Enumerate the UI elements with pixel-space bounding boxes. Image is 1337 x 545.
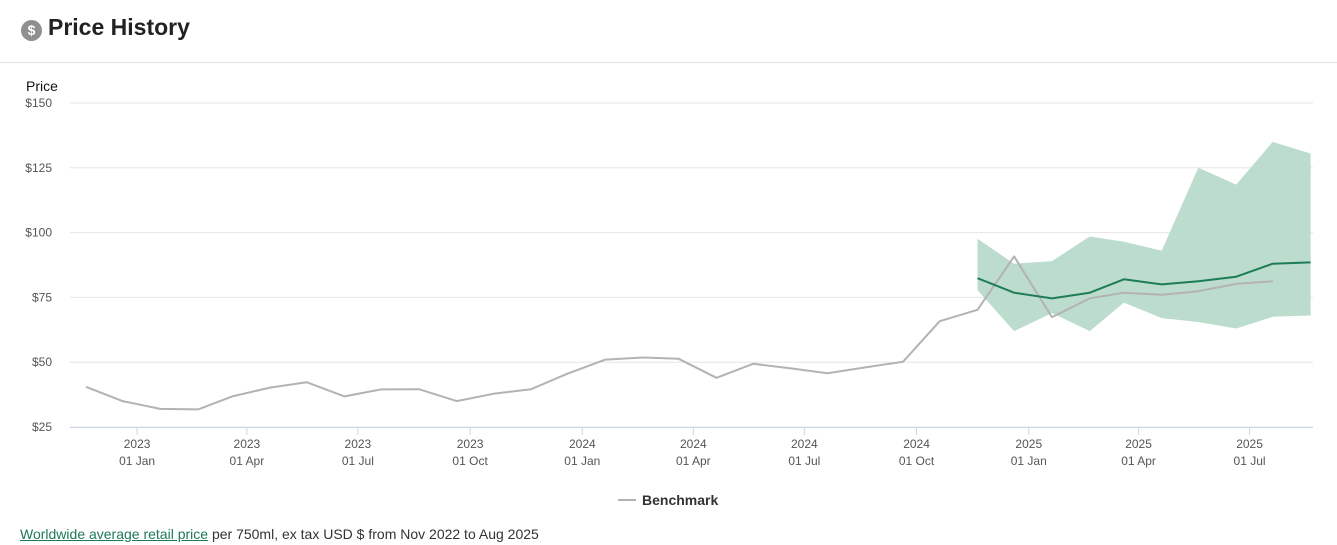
y-axis: $25 $50 $75 $100 $125 $150: [25, 96, 52, 434]
y-tick-label: $25: [32, 420, 52, 434]
legend-benchmark-swatch: [618, 499, 636, 501]
x-tick-year: 2023: [124, 437, 151, 451]
series-lines: [85, 255, 1311, 411]
chart-footnote: Worldwide average retail price per 750ml…: [20, 526, 539, 542]
x-tick-year: 2024: [903, 437, 930, 451]
price-range-area: [977, 141, 1311, 332]
x-tick-label: 01 Apr: [230, 454, 265, 468]
x-tick-label: 01 Jul: [1234, 454, 1266, 468]
page-title: Price History: [48, 14, 190, 40]
x-tick-label: 01 Jan: [564, 454, 600, 468]
y-tick-label: $100: [25, 226, 52, 240]
x-tick-year: 2023: [457, 437, 484, 451]
y-tick-label: $75: [32, 290, 52, 304]
y-tick-label: $50: [32, 355, 52, 369]
x-tick-year: 2025: [1015, 437, 1042, 451]
legend[interactable]: Benchmark: [618, 492, 718, 508]
x-tick-label: 01 Apr: [676, 454, 711, 468]
x-tick-label: 01 Apr: [1121, 454, 1156, 468]
x-tick-year: 2024: [791, 437, 818, 451]
retail-price-link[interactable]: Worldwide average retail price: [20, 526, 209, 542]
y-tick-label: $125: [25, 161, 52, 175]
product-price-line: [977, 261, 1311, 300]
price-range-band: [977, 141, 1311, 332]
x-tick-label: 01 Jan: [119, 454, 155, 468]
y-axis-title: Price: [26, 78, 58, 94]
x-tick-year: 2025: [1125, 437, 1152, 451]
dollar-icon: $: [21, 20, 42, 41]
x-tick-label: 01 Jul: [342, 454, 374, 468]
y-tick-label: $150: [25, 96, 52, 110]
x-tick-year: 2023: [345, 437, 372, 451]
x-axis: 2023 01 Jan 2023 01 Apr 2023 01 Jul 2023 01 Oct…: [70, 427, 1313, 468]
x-tick-year: 2024: [569, 437, 596, 451]
x-tick-label: 01 Oct: [452, 454, 488, 468]
x-tick-label: 01 Jan: [1011, 454, 1047, 468]
x-tick-label: 01 Jul: [788, 454, 820, 468]
footnote-text: per 750ml, ex tax USD $ from Nov 2022 to…: [208, 526, 539, 542]
benchmark-line: [85, 255, 1273, 411]
legend-benchmark-label: Benchmark: [642, 492, 719, 508]
x-tick-year: 2024: [680, 437, 707, 451]
x-tick-label: 01 Oct: [899, 454, 935, 468]
x-tick-year: 2023: [234, 437, 261, 451]
x-tick-year: 2025: [1236, 437, 1263, 451]
chart-header: $ Price History: [0, 0, 1337, 63]
